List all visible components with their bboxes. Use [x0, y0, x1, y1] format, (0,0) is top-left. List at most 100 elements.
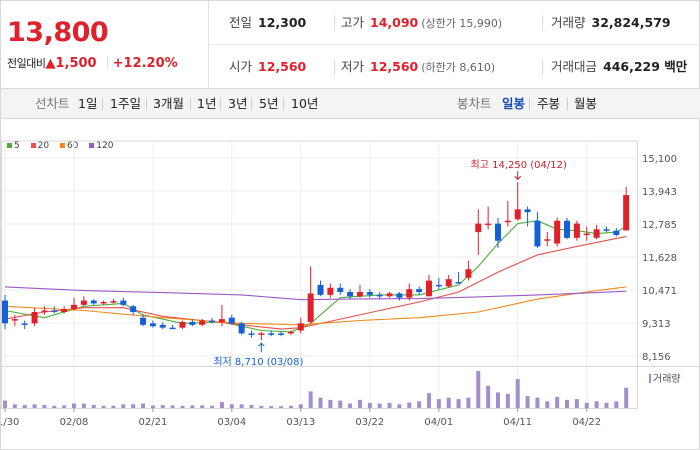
volume-bar [52, 405, 57, 408]
chart-toolbar: 선차트 1일 1주일 3개월 1년 3년 5년 10년 봉차트 일봉 주봉 월봉 [1, 89, 700, 119]
trade-value: 거래대금 446,229 백만 [551, 59, 688, 74]
ma60-line [4, 286, 627, 326]
candle-body [41, 310, 48, 313]
volume-bar [219, 402, 224, 408]
volume-bar [298, 404, 303, 408]
legend-swatch [89, 143, 95, 148]
candle-body [21, 323, 28, 325]
divider [334, 15, 335, 31]
candle-body [465, 269, 472, 278]
volume-bar [318, 397, 323, 408]
y-tick-label: 9,313 [642, 319, 671, 330]
x-tick-label: 01/30 [1, 417, 19, 428]
volume-bar [3, 400, 7, 408]
candle-body [307, 293, 314, 322]
candle-body [11, 319, 18, 321]
volume-bar [486, 385, 491, 408]
volume-bar [348, 403, 353, 408]
candle-body [524, 209, 531, 213]
x-tick-label: 04/22 [572, 417, 601, 428]
change-label: 전일대비 [7, 57, 46, 70]
period-3m-button[interactable]: 3개월 [153, 96, 184, 111]
volume-bar [565, 399, 570, 408]
volume-bar [229, 404, 234, 408]
volume-bar [476, 371, 481, 408]
period-1w-button[interactable]: 1주일 [110, 96, 141, 111]
candle-body [593, 229, 600, 238]
candle-body [425, 280, 432, 297]
candle-body [455, 282, 462, 284]
candle-body [603, 229, 610, 231]
volume-bar [12, 404, 17, 408]
candle-body [268, 333, 275, 335]
period-5y-button[interactable]: 5년 [259, 96, 279, 111]
day-high: 고가 14,090 (상한가 15,990) [341, 15, 503, 30]
volume-bar [496, 392, 500, 408]
ma20-line [4, 235, 627, 330]
monthly-candle-button[interactable]: 월봉 [574, 96, 598, 111]
legend-swatch [7, 143, 12, 148]
candle-body [376, 294, 383, 297]
price-summary: 13,800 전일대비▲1,500 +12.20% [1, 1, 209, 89]
candle-body [613, 230, 620, 235]
period-1d-button[interactable]: 1일 [78, 96, 98, 111]
candle-body [347, 292, 354, 297]
current-price: 13,800 [7, 17, 109, 48]
ma-legend: 5 20 60 120 [7, 141, 121, 151]
candle-body [386, 293, 393, 297]
x-tick-label: 03/22 [355, 417, 384, 428]
change-percent: +12.20% [112, 56, 178, 71]
volume-bar [160, 405, 165, 408]
volume-bar [446, 397, 451, 408]
volume-bar [328, 399, 333, 408]
divider [106, 56, 108, 68]
candle-body [149, 323, 156, 327]
volume-bar [170, 405, 175, 408]
volume-bar [22, 405, 27, 408]
candle-body [100, 301, 107, 304]
quote-row: 시가 12,560 저가 12,560 (하한가 8,610) 거래대금 446,229… [209, 45, 700, 89]
candle-body [71, 304, 78, 310]
period-1y-button[interactable]: 1년 [197, 96, 217, 111]
daily-candle-button[interactable]: 일봉 [502, 96, 526, 111]
legend-item-ma120: 120 [89, 141, 113, 151]
change-amount: 1,500 [55, 56, 97, 71]
candle-body [317, 284, 324, 295]
y-tick-label: 13,943 [642, 187, 677, 198]
low-annotation: 최저 8,710 (03/08) [213, 356, 303, 368]
volume-bar [525, 396, 530, 408]
candle-body [573, 223, 580, 238]
period-3y-button[interactable]: 3년 [228, 96, 248, 111]
volume-bar [397, 404, 402, 408]
volume-bar [604, 402, 609, 408]
candle-body [228, 317, 235, 324]
volume-bar [338, 400, 343, 408]
x-tick-label: 03/04 [217, 417, 246, 428]
volume-bar [180, 405, 185, 408]
period-10y-button[interactable]: 10년 [291, 96, 319, 111]
divider [542, 15, 543, 31]
candle-body [583, 233, 590, 236]
weekly-candle-button[interactable]: 주봉 [537, 96, 561, 111]
candle-body [623, 195, 630, 231]
volume-bar [367, 402, 372, 408]
candle-body [258, 333, 265, 335]
x-tick-label: 02/21 [138, 417, 167, 428]
volume-bar [456, 399, 461, 408]
divider [102, 98, 103, 110]
volume-bar [466, 397, 471, 408]
volume-bar [239, 404, 244, 408]
volume-bar [594, 401, 599, 408]
divider [283, 98, 284, 110]
volume-bar [308, 391, 313, 408]
candle-body [337, 287, 344, 293]
high-annotation: 최고 14,250 (04/12) [471, 159, 567, 171]
candle-body [504, 220, 511, 223]
volume-bar [249, 405, 254, 408]
volume-bar [387, 402, 392, 408]
volume-bar [259, 405, 264, 408]
volume-bar [505, 393, 510, 408]
candle-body [120, 300, 127, 305]
candle-body [495, 223, 501, 241]
